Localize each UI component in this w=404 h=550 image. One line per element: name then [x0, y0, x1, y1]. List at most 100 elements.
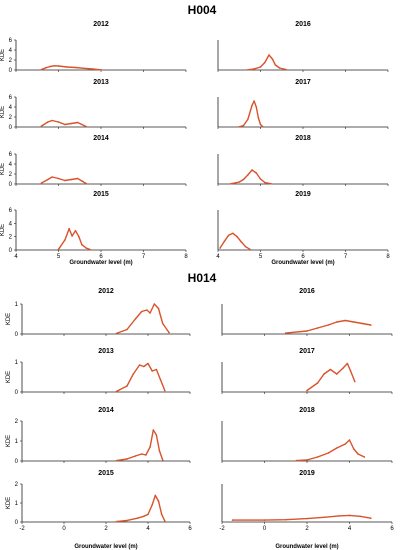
kde-point	[147, 362, 149, 365]
kde-series-line	[231, 514, 372, 521]
kde-point	[359, 515, 361, 518]
kde-point	[57, 121, 60, 123]
kde-point	[361, 322, 364, 325]
kde-point	[306, 459, 308, 461]
kde-point	[219, 247, 221, 249]
kde-point	[164, 520, 166, 522]
section-title: H004	[188, 3, 217, 17]
kde-point	[51, 176, 53, 178]
y-axis-label: KDE	[0, 49, 6, 61]
kde-point	[126, 458, 128, 460]
kde-point	[57, 65, 60, 67]
kde-point	[126, 519, 128, 522]
x-tick-label: 4	[146, 526, 150, 532]
kde-point	[263, 519, 266, 521]
kde-point	[247, 174, 249, 176]
y-tick-label: 6	[9, 152, 13, 158]
kde-point	[152, 429, 155, 431]
kde-point	[306, 517, 308, 520]
chart-h014: H014201201KDE-20246201301KDE-20246201401…	[6, 271, 394, 550]
kde-point	[316, 327, 319, 329]
y-tick-label: 6	[9, 95, 13, 101]
kde-point	[327, 452, 330, 454]
kde-point	[336, 447, 338, 449]
x-tick-label: 8	[184, 254, 188, 260]
y-tick-label: 4	[9, 105, 13, 111]
panel-title: 2013	[98, 348, 114, 355]
kde-series-line	[115, 303, 170, 335]
kde-point	[70, 122, 73, 125]
kde-point	[344, 319, 347, 322]
kde-point	[157, 307, 160, 310]
kde-series-line	[57, 228, 92, 251]
kde-point	[353, 448, 355, 450]
kde-point	[85, 182, 87, 185]
section-title: H014	[188, 271, 217, 285]
panel-title: 2017	[295, 79, 311, 86]
kde-point	[145, 454, 147, 456]
y-tick-label: 0	[15, 520, 19, 526]
y-tick-label: 6	[9, 38, 13, 44]
kde-point	[132, 373, 135, 375]
y-axis-label: KDE	[6, 497, 12, 509]
kde-point	[270, 183, 272, 185]
panel-title: 2013	[93, 79, 109, 86]
kde-series-line	[306, 362, 356, 392]
kde-point	[40, 68, 43, 71]
kde-point	[346, 362, 349, 365]
y-axis-label: KDE	[6, 313, 12, 325]
x-tick-label: 6	[99, 254, 103, 260]
kde-point	[81, 123, 83, 126]
kde-series-line	[115, 362, 166, 393]
kde-point	[306, 330, 308, 332]
y-tick-label: 0	[9, 125, 13, 131]
y-tick-label: 4	[9, 162, 13, 168]
kde-series-line	[40, 176, 87, 185]
panel-title: 2018	[295, 135, 311, 142]
kde-point	[45, 67, 47, 69]
kde-point	[264, 181, 266, 184]
kde-point	[338, 515, 340, 517]
kde-point	[285, 518, 287, 521]
y-tick-label: 2	[9, 58, 13, 64]
kde-point	[71, 235, 73, 237]
kde-point	[134, 318, 137, 320]
y-tick-label: 2	[15, 482, 19, 488]
kde-point	[232, 232, 234, 235]
kde-point	[268, 54, 270, 56]
kde-point	[149, 312, 151, 314]
kde-point	[140, 453, 143, 455]
panel-title: 2019	[295, 191, 311, 198]
kde-point	[64, 239, 66, 241]
y-tick-label: 2	[9, 172, 13, 178]
panel-h004-2017: 2017	[217, 79, 389, 129]
y-axis-label: KDE	[0, 163, 6, 175]
y-tick-label: 1	[15, 360, 19, 366]
y-tick-label: 0	[9, 248, 13, 254]
kde-point	[149, 446, 151, 448]
kde-point	[316, 382, 319, 384]
kde-point	[259, 178, 262, 180]
y-tick-label: 6	[9, 208, 13, 214]
kde-point	[134, 455, 137, 457]
y-axis-label: KDE	[6, 435, 12, 447]
kde-point	[126, 328, 128, 331]
kde-point	[160, 513, 163, 516]
kde-point	[146, 309, 148, 311]
kde-point	[155, 434, 158, 436]
kde-point	[353, 321, 355, 323]
kde-point	[40, 182, 43, 184]
y-tick-label: 0	[9, 68, 13, 74]
x-tick-label: 4	[14, 254, 18, 260]
y-tick-label: 0	[9, 182, 13, 188]
kde-point	[342, 367, 344, 369]
kde-point	[47, 178, 49, 181]
kde-series-line	[40, 65, 102, 71]
x-tick-label: 4	[348, 526, 352, 532]
kde-point	[115, 390, 118, 393]
